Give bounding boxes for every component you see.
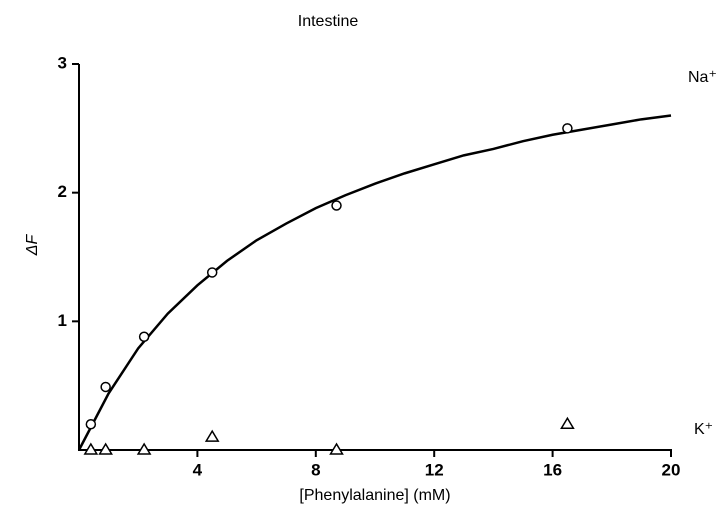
- k-point: [83, 442, 99, 455]
- fit-curve: [77, 114, 672, 451]
- na-point: [100, 381, 111, 393]
- x-axis-label: [Phenylalanine] (mM): [299, 487, 450, 504]
- na-point: [562, 123, 573, 134]
- x-tick-label: 4: [193, 460, 203, 479]
- k-point: [136, 442, 152, 455]
- x-tick-label: 20: [662, 460, 681, 479]
- k-point: [204, 429, 220, 442]
- na-point: [138, 331, 150, 343]
- na-point: [85, 419, 97, 430]
- y-axis-label: ΔF: [24, 234, 41, 257]
- na-point: [331, 200, 342, 211]
- series-label: K⁺: [694, 421, 713, 438]
- x-tick-label: 8: [311, 460, 320, 479]
- chart-title: Intestine: [298, 13, 359, 30]
- y-tick-label: 1: [58, 311, 67, 330]
- y-tick-label: 2: [58, 182, 67, 201]
- y-tick-label: 3: [58, 53, 67, 72]
- k-point: [560, 416, 575, 430]
- x-tick-label: 12: [425, 460, 444, 479]
- x-tick-label: 16: [543, 460, 562, 479]
- k-point: [329, 442, 344, 455]
- series-label: Na⁺: [688, 69, 717, 86]
- k-point: [98, 442, 113, 455]
- na-point: [206, 267, 218, 278]
